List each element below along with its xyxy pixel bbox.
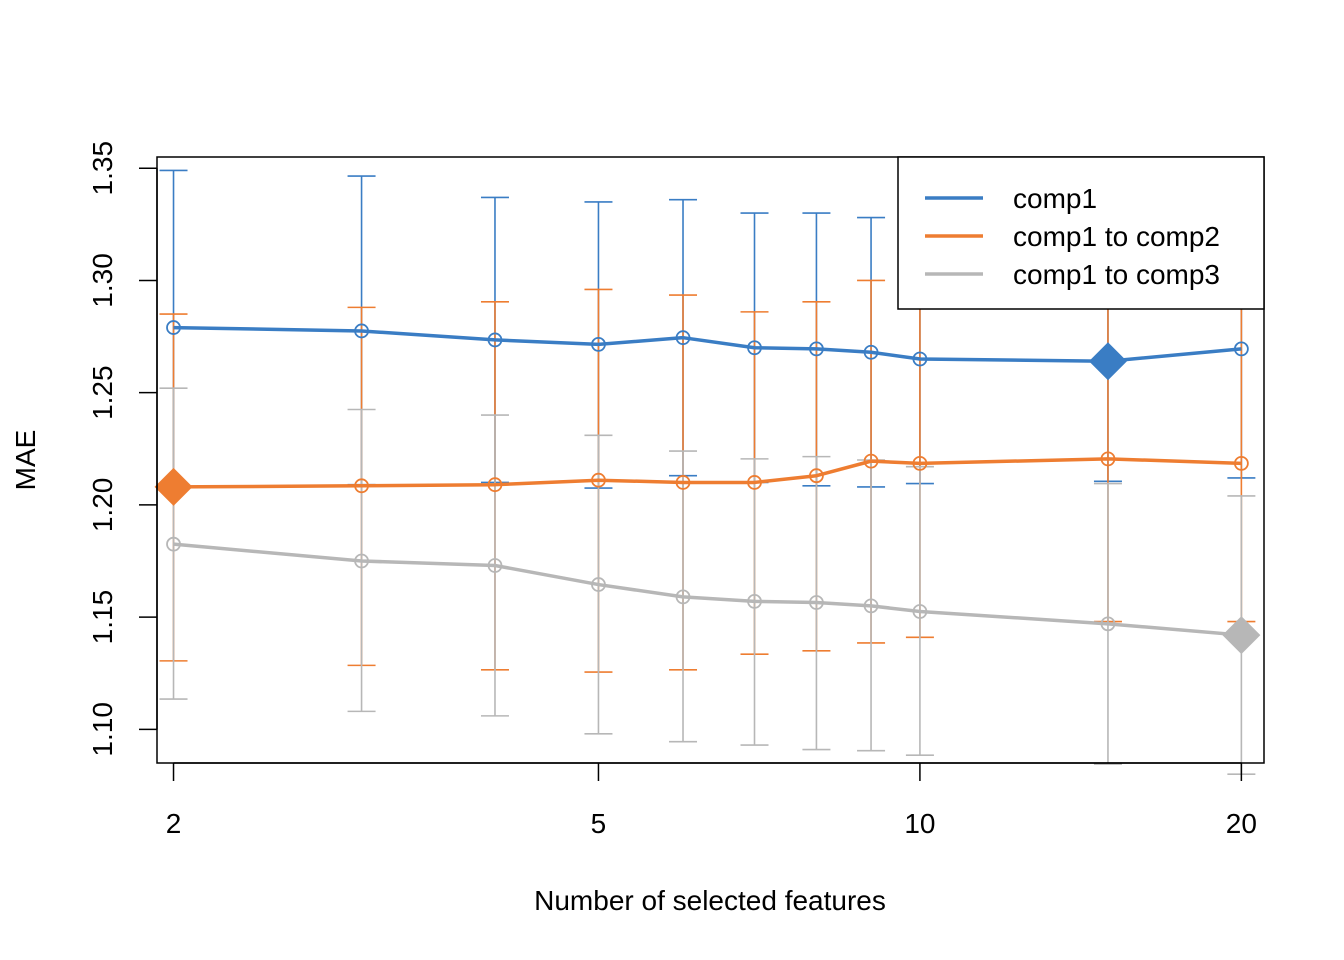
data-point	[675, 589, 691, 605]
data-point	[354, 553, 369, 569]
data-point	[863, 453, 879, 469]
data-point	[1100, 451, 1116, 467]
y-tick-label: 1.25	[87, 365, 118, 420]
y-tick-label: 1.10	[87, 702, 118, 757]
data-point	[675, 475, 691, 490]
x-tick-label: 20	[1226, 808, 1257, 839]
data-point	[863, 344, 879, 360]
y-tick-label: 1.35	[87, 141, 118, 196]
legend: comp1 comp1 to comp2 comp1 to comp3	[897, 156, 1265, 310]
data-point	[166, 536, 181, 552]
legend-label: comp1	[1013, 183, 1097, 214]
data-point	[1233, 455, 1249, 471]
data-point	[863, 598, 879, 614]
data-point	[487, 477, 503, 493]
data-point	[912, 455, 928, 471]
data-point	[809, 468, 824, 484]
data-point	[809, 341, 824, 357]
series-line	[173, 542, 1242, 637]
data-point	[912, 351, 928, 367]
data-point	[747, 594, 762, 609]
data-point	[354, 478, 369, 494]
x-tick-label: 5	[591, 808, 607, 839]
x-tick-label: 2	[166, 808, 182, 839]
series-line	[173, 325, 1242, 363]
data-point	[591, 472, 606, 488]
data-point	[487, 558, 503, 573]
data-point	[354, 323, 369, 339]
y-axis-label: MAE	[10, 430, 41, 491]
legend-label: comp1 to comp3	[1013, 259, 1220, 290]
data-point	[747, 340, 762, 356]
data-point	[166, 320, 181, 335]
optimum-marker	[1088, 342, 1127, 381]
optimum-marker	[1222, 616, 1261, 655]
x-tick-label: 10	[904, 808, 935, 839]
data-point	[809, 595, 824, 610]
optimum-markers	[154, 342, 1261, 655]
data-point	[487, 332, 503, 348]
series-line	[173, 457, 1242, 489]
data-point	[591, 337, 606, 352]
legend-box	[897, 156, 1265, 310]
optimum-marker	[154, 467, 193, 506]
y-tick-label: 1.30	[87, 253, 118, 308]
y-axis: 1.10 1.15 1.20 1.25 1.30 1.35	[87, 141, 158, 757]
y-tick-label: 1.15	[87, 590, 118, 645]
x-axis-label: Number of selected features	[534, 885, 886, 916]
legend-label: comp1 to comp2	[1013, 221, 1220, 252]
data-point	[1233, 341, 1249, 357]
data-point	[912, 604, 928, 619]
data-point	[675, 330, 691, 346]
x-axis: 2 5 10 20	[166, 762, 1257, 839]
data-point	[591, 577, 606, 592]
data-point	[1100, 616, 1116, 632]
data-point	[747, 475, 762, 490]
y-tick-label: 1.20	[87, 478, 118, 533]
series-lines	[173, 325, 1242, 637]
